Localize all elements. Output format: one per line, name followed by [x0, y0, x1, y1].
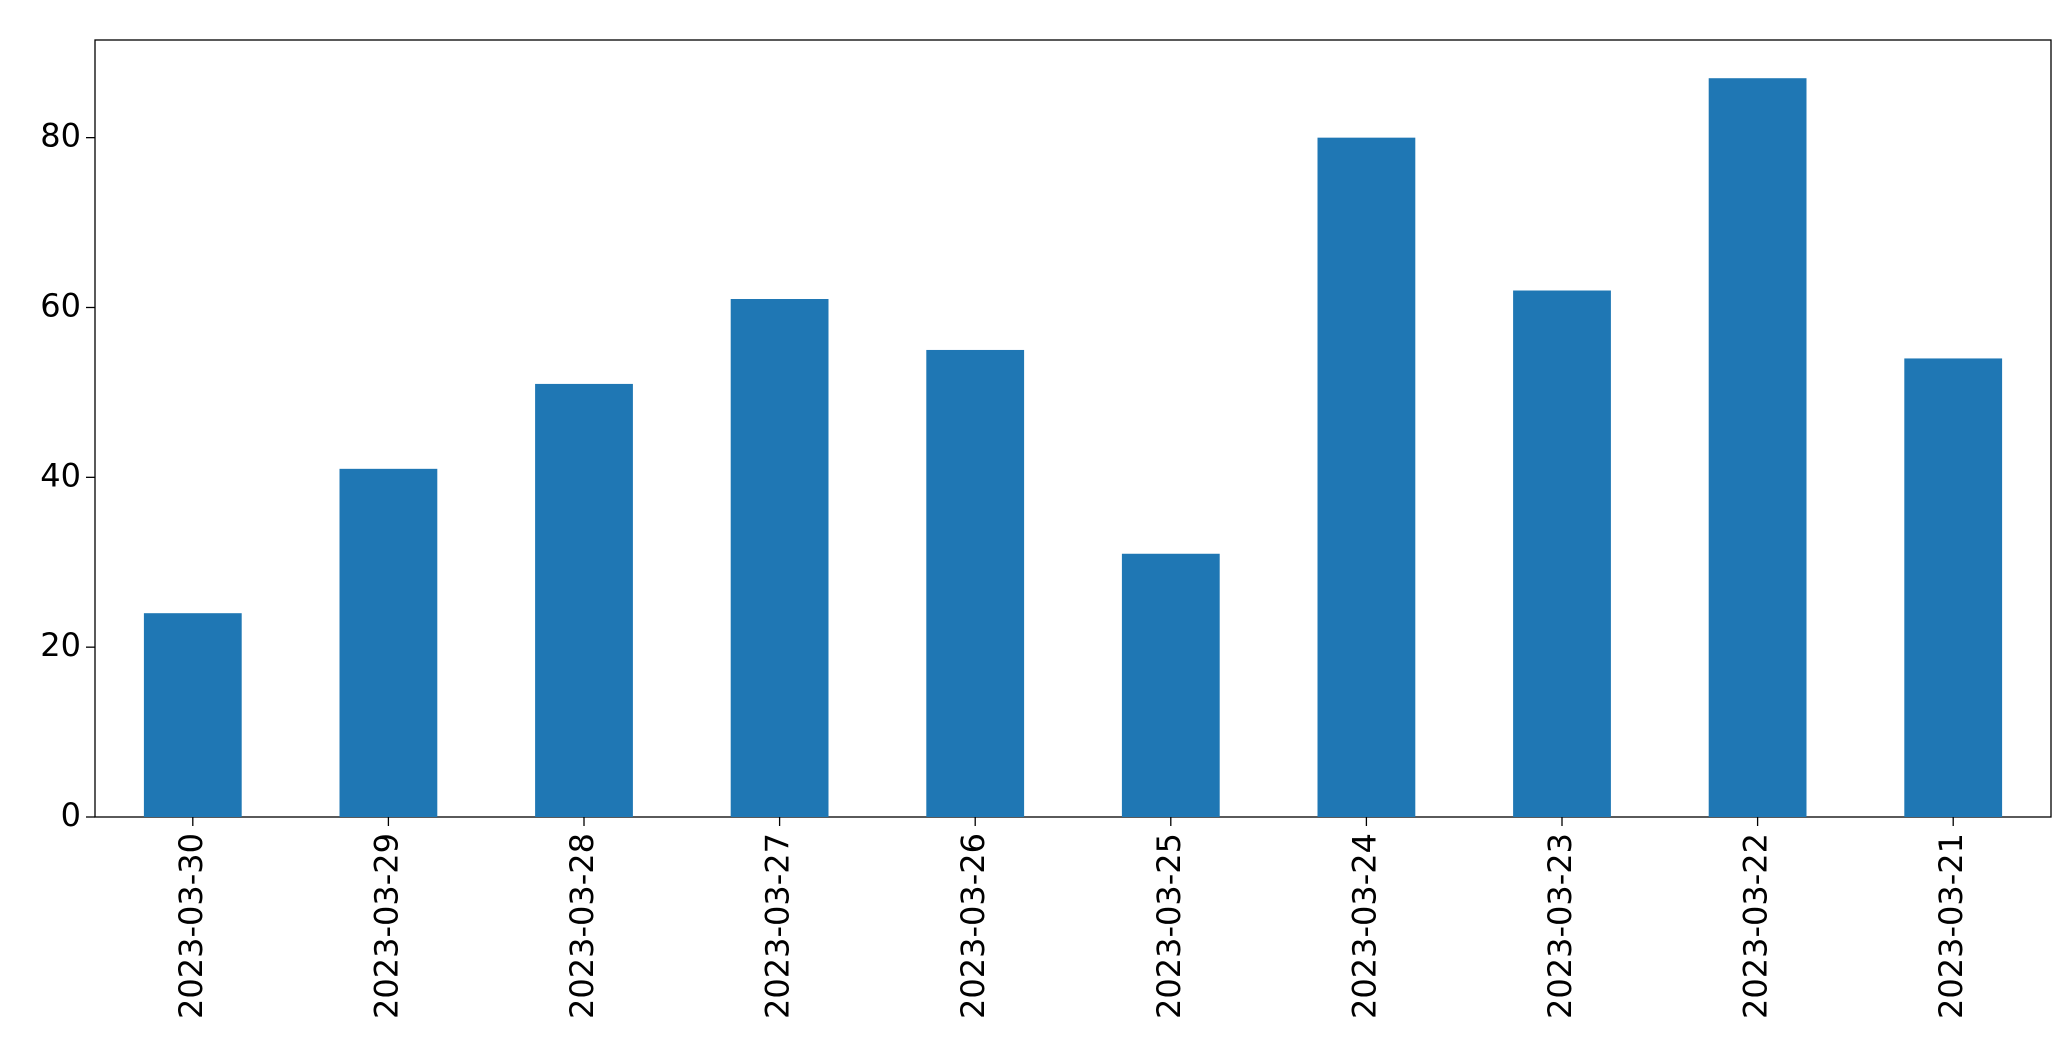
x-tick-label: 2023-03-25 [1150, 833, 1188, 1019]
x-tick-label: 2023-03-23 [1541, 833, 1579, 1019]
y-tick-label: 0 [61, 796, 81, 834]
bar [535, 383, 633, 817]
y-tick-label: 20 [40, 626, 81, 664]
bar [1708, 78, 1807, 817]
bar [1317, 137, 1416, 817]
y-tick-label: 60 [40, 286, 81, 324]
bar [339, 468, 438, 817]
bar [143, 613, 242, 817]
x-tick-label: 2023-03-22 [1737, 833, 1775, 1019]
plot-frame [94, 39, 2052, 818]
y-tick-label: 80 [40, 117, 81, 155]
bar [1121, 553, 1220, 817]
bar [730, 299, 829, 817]
bar [1513, 290, 1611, 818]
x-tick-label: 2023-03-27 [759, 833, 797, 1019]
bar [926, 349, 1025, 817]
x-tick-label: 2023-03-30 [172, 833, 210, 1019]
x-tick-label: 2023-03-28 [563, 833, 601, 1019]
x-tick-label: 2023-03-21 [1932, 833, 1970, 1019]
x-tick-label: 2023-03-24 [1345, 833, 1383, 1019]
x-tick-label: 2023-03-26 [954, 833, 992, 1019]
y-tick-label: 40 [40, 456, 81, 494]
bar [1904, 358, 2003, 817]
x-tick-label: 2023-03-29 [367, 833, 405, 1019]
